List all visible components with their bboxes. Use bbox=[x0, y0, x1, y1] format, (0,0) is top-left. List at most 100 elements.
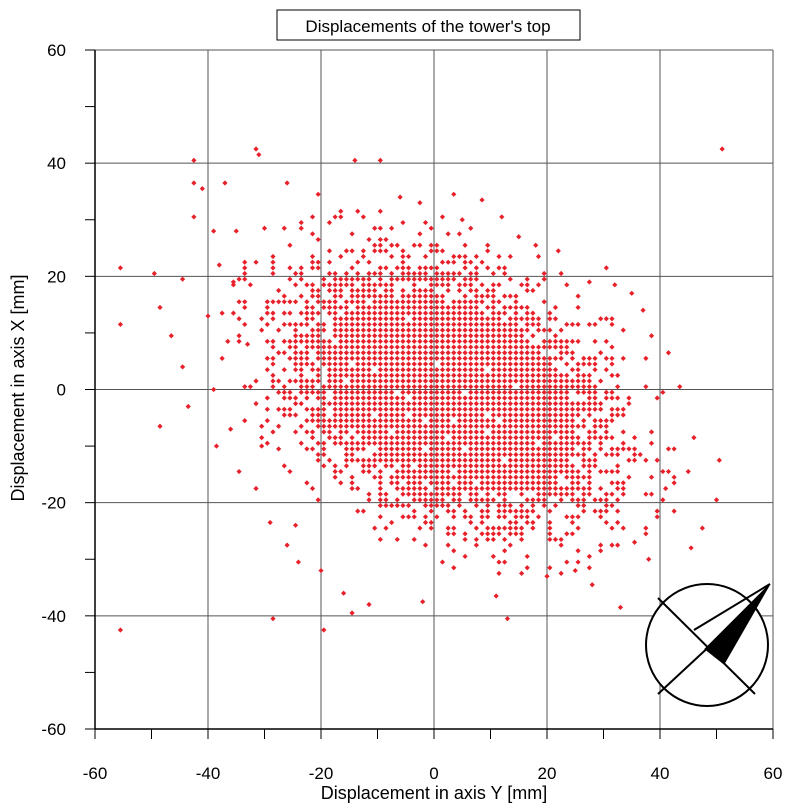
data-point bbox=[338, 344, 344, 350]
data-point bbox=[349, 310, 355, 316]
data-point bbox=[400, 395, 406, 401]
data-point bbox=[349, 299, 355, 305]
data-point bbox=[434, 480, 440, 486]
data-point bbox=[451, 457, 457, 463]
data-point bbox=[445, 287, 451, 294]
data-point bbox=[349, 338, 355, 345]
data-point bbox=[394, 429, 400, 435]
data-point bbox=[389, 446, 395, 452]
data-point bbox=[473, 389, 479, 395]
data-point bbox=[502, 265, 508, 271]
data-point bbox=[383, 265, 389, 271]
data-point bbox=[422, 491, 429, 497]
data-point bbox=[547, 423, 553, 429]
data-point bbox=[496, 384, 502, 390]
data-point bbox=[445, 389, 451, 395]
data-point bbox=[332, 316, 338, 322]
data-point bbox=[462, 304, 468, 311]
data-point bbox=[355, 508, 361, 514]
data-point bbox=[394, 468, 400, 475]
x-tick-label: -20 bbox=[309, 764, 334, 783]
data-point bbox=[377, 350, 383, 356]
data-point bbox=[598, 508, 604, 514]
data-point bbox=[513, 531, 519, 537]
data-point bbox=[360, 355, 366, 361]
data-point bbox=[586, 565, 592, 571]
data-point bbox=[377, 208, 383, 214]
data-point bbox=[507, 468, 513, 475]
data-point bbox=[315, 350, 321, 356]
data-point bbox=[485, 446, 491, 452]
data-point bbox=[518, 412, 525, 418]
data-point bbox=[445, 412, 451, 418]
data-point bbox=[490, 412, 496, 418]
data-point bbox=[541, 474, 547, 480]
data-point bbox=[326, 304, 333, 311]
data-point bbox=[451, 321, 457, 328]
data-point bbox=[281, 225, 287, 231]
data-point bbox=[377, 497, 383, 503]
data-point bbox=[264, 440, 270, 446]
data-point bbox=[468, 446, 474, 452]
data-point bbox=[394, 265, 400, 271]
data-point bbox=[377, 395, 383, 401]
data-point bbox=[315, 367, 321, 373]
data-point bbox=[372, 287, 378, 294]
data-point bbox=[281, 338, 287, 345]
data-point bbox=[535, 395, 542, 401]
data-point bbox=[360, 412, 366, 418]
data-point bbox=[468, 480, 474, 486]
data-point bbox=[479, 350, 485, 356]
data-point bbox=[569, 531, 576, 537]
data-point bbox=[439, 327, 446, 333]
data-point bbox=[564, 446, 570, 452]
data-point bbox=[422, 429, 429, 435]
data-point bbox=[315, 333, 321, 339]
data-point bbox=[315, 440, 321, 446]
data-point bbox=[507, 327, 513, 333]
data-point bbox=[547, 355, 553, 361]
data-point bbox=[462, 451, 468, 458]
data-point bbox=[479, 412, 485, 418]
data-point bbox=[575, 361, 581, 367]
data-point bbox=[270, 361, 276, 367]
data-point bbox=[389, 350, 395, 356]
data-point bbox=[609, 355, 615, 361]
data-point bbox=[315, 355, 321, 361]
data-point bbox=[518, 338, 525, 345]
data-point bbox=[564, 440, 570, 446]
data-point bbox=[586, 446, 592, 452]
data-point bbox=[533, 242, 539, 248]
data-point bbox=[295, 559, 301, 565]
data-point bbox=[530, 321, 536, 328]
data-point bbox=[417, 474, 423, 480]
data-point bbox=[360, 406, 366, 412]
data-point bbox=[338, 418, 344, 424]
data-point bbox=[355, 395, 361, 401]
data-point bbox=[417, 316, 423, 322]
data-point bbox=[485, 293, 491, 299]
data-point bbox=[603, 355, 609, 361]
data-point bbox=[502, 434, 508, 441]
data-point bbox=[372, 304, 378, 311]
data-point bbox=[609, 502, 615, 509]
data-point bbox=[366, 463, 372, 469]
data-point bbox=[552, 316, 559, 322]
data-point bbox=[157, 304, 163, 311]
data-point bbox=[417, 355, 423, 361]
data-point bbox=[383, 440, 389, 446]
data-point bbox=[428, 401, 434, 407]
data-point bbox=[502, 418, 508, 424]
data-point bbox=[496, 282, 502, 288]
data-point bbox=[485, 350, 491, 356]
data-point bbox=[496, 378, 502, 384]
data-point bbox=[490, 406, 496, 412]
data-point bbox=[281, 321, 287, 328]
data-point bbox=[343, 304, 350, 311]
data-point bbox=[383, 412, 389, 418]
data-point bbox=[535, 429, 542, 435]
data-point bbox=[434, 474, 440, 480]
data-point bbox=[287, 412, 293, 418]
data-point bbox=[552, 474, 559, 480]
data-point bbox=[473, 276, 479, 282]
